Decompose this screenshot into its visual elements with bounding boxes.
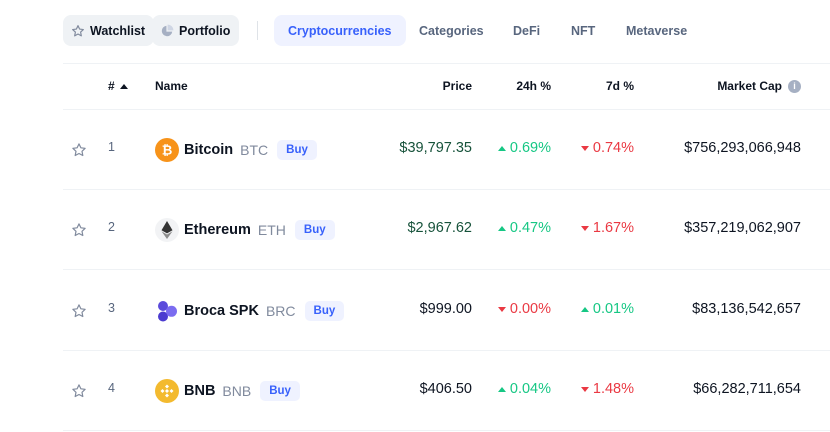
change-24h-value: 0.69% — [509, 140, 551, 156]
row-change-7d: 1.67% — [580, 220, 634, 236]
portfolio-button[interactable]: Portfolio — [152, 15, 240, 46]
change-7d-value: 1.48% — [592, 381, 634, 397]
change-24h-value: 0.00% — [509, 301, 551, 317]
tab-metaverse[interactable]: Metaverse — [626, 23, 688, 38]
coin-symbol: BRC — [265, 303, 296, 319]
caret-down-icon — [497, 306, 506, 312]
row-market-cap: $357,219,062,907 — [684, 220, 801, 236]
row-divider — [63, 189, 830, 190]
coin-name-cell[interactable]: Bitcoin BTC Buy — [184, 138, 317, 162]
broca-spk-icon — [155, 299, 179, 323]
star-icon[interactable] — [71, 142, 87, 158]
row-rank: 1 — [108, 140, 115, 154]
coin-name-cell[interactable]: Ethereum ETH Buy — [184, 218, 335, 242]
caret-down-icon — [580, 225, 589, 231]
row-market-cap: $756,293,066,948 — [684, 140, 801, 156]
row-change-7d: 0.74% — [580, 140, 634, 156]
row-divider — [63, 350, 830, 351]
column-header-24h[interactable]: 24h % — [516, 79, 551, 93]
coin-symbol: BTC — [240, 142, 269, 158]
row-divider — [63, 430, 830, 431]
column-header-rank[interactable]: # — [108, 79, 128, 93]
market-cap-header-label: Market Cap — [717, 79, 782, 93]
rank-header-label: # — [108, 79, 115, 93]
row-price: $2,967.62 — [407, 220, 472, 236]
change-7d-value: 0.74% — [592, 140, 634, 156]
svg-text:₿: ₿ — [162, 144, 173, 159]
coin-name[interactable]: Ethereum — [184, 222, 251, 238]
buy-button[interactable]: Buy — [294, 220, 335, 240]
watchlist-button[interactable]: Watchlist — [63, 15, 155, 46]
change-24h-value: 0.47% — [509, 220, 551, 236]
row-market-cap: $83,136,542,657 — [692, 301, 801, 317]
bitcoin-icon: ₿ — [155, 138, 179, 162]
column-header-market-cap[interactable]: Market Cap i — [717, 79, 801, 93]
row-change-24h: 0.47% — [497, 220, 551, 236]
header-top-divider — [63, 63, 830, 64]
column-header-price[interactable]: Price — [442, 79, 472, 93]
sort-ascending-icon — [119, 83, 128, 89]
change-24h-value: 0.04% — [509, 381, 551, 397]
divider — [257, 21, 258, 40]
coin-name-cell[interactable]: BNB BNB Buy — [184, 379, 300, 403]
tab-nft[interactable]: NFT — [571, 23, 596, 38]
watchlist-label: Watchlist — [90, 23, 146, 38]
info-icon[interactable]: i — [788, 79, 801, 93]
row-price: $406.50 — [419, 381, 472, 397]
row-price: $999.00 — [419, 301, 472, 317]
tab-categories[interactable]: Categories — [419, 23, 484, 38]
portfolio-label: Portfolio — [179, 23, 231, 38]
row-price: $39,797.35 — [399, 140, 472, 156]
column-header-name[interactable]: Name — [155, 79, 188, 93]
table-row[interactable]: 3 Broca SPK BRC Buy $999.00 0.00% 0.01% … — [63, 271, 830, 351]
buy-button[interactable]: Buy — [277, 140, 317, 160]
row-change-24h: 0.69% — [497, 140, 551, 156]
buy-button[interactable]: Buy — [304, 301, 345, 321]
coin-name[interactable]: Bitcoin — [184, 142, 234, 158]
row-change-24h: 0.00% — [497, 301, 551, 317]
table-row[interactable]: 2 Ethereum ETH Buy $2,967.62 0.47% 1.67%… — [63, 190, 830, 270]
row-market-cap: $66,282,711,654 — [693, 381, 801, 397]
table-row[interactable]: 1 ₿ Bitcoin BTC Buy $39,797.35 0.69% 0.7… — [63, 110, 830, 190]
pie-chart-icon — [160, 24, 174, 38]
row-divider — [63, 269, 830, 270]
table-row[interactable]: 4 BNB BNB Buy $406.50 0.04% 1.48% $66,28… — [63, 351, 830, 431]
caret-down-icon — [580, 386, 589, 392]
caret-up-icon — [497, 386, 506, 392]
caret-down-icon — [580, 145, 589, 151]
column-header-7d[interactable]: 7d % — [605, 79, 634, 93]
filter-bar: Watchlist Portfolio Cryptocurrencies Cat… — [0, 0, 830, 62]
caret-up-icon — [580, 306, 589, 312]
header-bottom-divider — [63, 109, 830, 110]
change-7d-value: 1.67% — [592, 220, 634, 236]
caret-up-icon — [497, 145, 506, 151]
ethereum-icon — [155, 218, 179, 242]
row-rank: 4 — [108, 381, 115, 395]
row-rank: 3 — [108, 301, 115, 315]
coin-symbol: BNB — [222, 383, 252, 399]
change-7d-value: 0.01% — [592, 301, 634, 317]
coin-symbol: ETH — [257, 222, 286, 238]
star-icon[interactable] — [71, 303, 87, 319]
star-icon[interactable] — [71, 222, 87, 238]
tab-cryptocurrencies[interactable]: Cryptocurrencies — [274, 15, 406, 46]
row-rank: 2 — [108, 220, 115, 234]
bnb-icon — [155, 379, 179, 403]
tab-defi[interactable]: DeFi — [513, 23, 541, 38]
caret-up-icon — [497, 225, 506, 231]
coin-name[interactable]: BNB — [184, 383, 216, 399]
coin-name-cell[interactable]: Broca SPK BRC Buy — [184, 299, 345, 323]
row-change-7d: 1.48% — [580, 381, 634, 397]
coin-name[interactable]: Broca SPK — [184, 303, 259, 319]
star-outline-icon — [71, 24, 85, 38]
row-change-7d: 0.01% — [580, 301, 634, 317]
star-icon[interactable] — [71, 383, 87, 399]
row-change-24h: 0.04% — [497, 381, 551, 397]
buy-button[interactable]: Buy — [260, 381, 300, 401]
